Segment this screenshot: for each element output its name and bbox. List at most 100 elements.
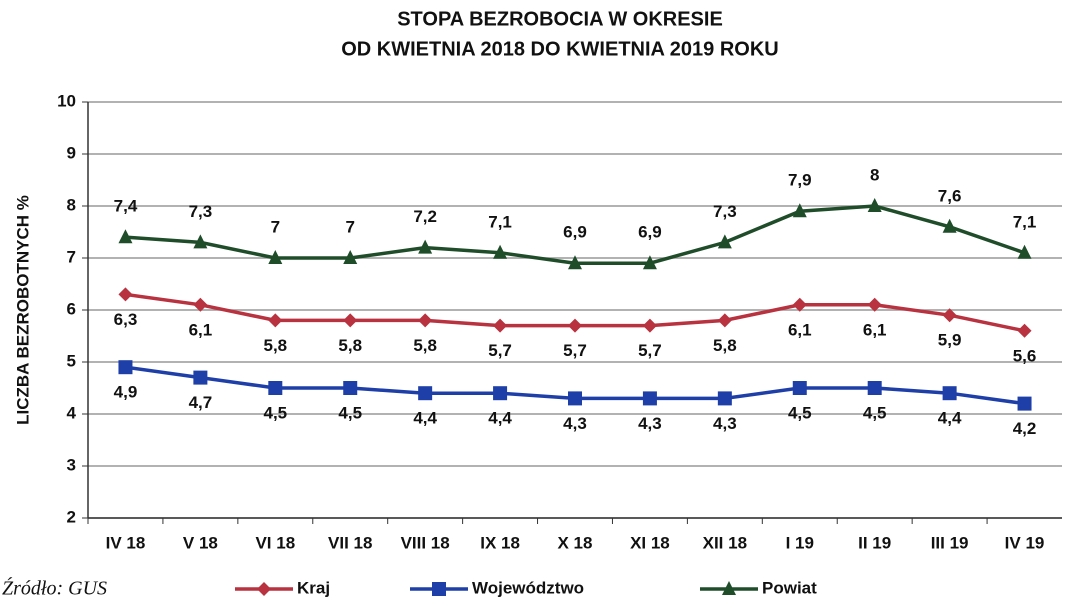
data-point [493,318,508,333]
data-label: 6,9 [563,223,587,242]
data-label: 7 [345,217,354,236]
data-label: 5,7 [638,341,662,360]
data-label: 6,9 [638,223,662,242]
data-label: 4,5 [263,403,287,422]
data-label: 4,5 [338,403,362,422]
data-label: 6,1 [863,320,887,339]
data-label: 7,1 [488,212,512,231]
data-point [942,308,957,323]
legend-marker [722,581,736,595]
data-label: 5,8 [263,336,287,355]
data-point [642,255,657,270]
x-tick-label: XI 18 [630,533,670,552]
data-point [193,297,208,312]
x-tick-label: VIII 18 [401,533,450,552]
data-point [418,386,433,401]
data-point [493,244,508,259]
x-tick-label: III 19 [931,533,969,552]
y-tick-label: 9 [67,143,76,162]
data-label: 5,9 [938,331,962,350]
x-tick-label: V 18 [183,533,218,552]
y-axis-label: LICZBA BEZROBOTNYCH % [13,195,32,425]
x-tick-label: VI 18 [255,533,295,552]
data-point [118,360,133,375]
data-point [343,381,358,395]
data-label: 7,4 [114,197,138,216]
data-label: 6,3 [114,310,138,329]
data-label: 8 [870,165,879,184]
data-label: 5,8 [338,336,362,355]
y-tick-label: 4 [67,403,77,422]
data-point [867,297,882,312]
x-tick-label: X 18 [558,533,593,552]
data-label: 4,3 [563,414,587,433]
data-point [792,203,807,218]
chart-title: OD KWIETNIA 2018 DO KWIETNIA 2019 ROKU [341,38,778,60]
data-point [568,391,582,406]
data-label: 6,1 [189,320,213,339]
data-point [942,218,957,233]
data-label: 5,6 [1013,346,1037,365]
y-tick-label: 2 [67,507,76,526]
x-tick-label: IV 19 [1005,533,1045,552]
x-tick-label: IV 18 [106,533,146,552]
data-label: 4,7 [189,393,213,412]
x-tick-label: IX 18 [480,533,520,552]
data-label: 4,2 [1013,419,1037,438]
data-label: 7,9 [788,171,812,190]
data-label: 7,1 [1013,212,1037,231]
data-label: 5,8 [713,336,737,355]
legend-marker [257,582,271,596]
legend-label: Kraj [297,578,330,597]
chart-title: STOPA BEZROBOCIA W OKRESIE [397,8,723,30]
data-point [268,250,283,264]
data-label: 5,7 [488,341,512,360]
y-tick-label: 6 [67,299,76,318]
data-label: 7,3 [189,202,213,221]
data-point [118,287,133,302]
data-point [717,234,732,249]
x-tick-label: VII 18 [328,533,372,552]
x-tick-label: I 19 [786,533,814,552]
data-point [717,391,732,406]
data-point [1017,396,1032,411]
data-point [867,198,882,212]
legend-label: Powiat [762,578,817,597]
data-point [193,370,208,385]
data-point [642,318,657,333]
data-label: 7,6 [938,186,962,205]
data-label: 4,3 [713,414,737,433]
data-label: 4,9 [114,383,138,402]
data-label: 7,3 [713,202,737,221]
data-label: 7,2 [413,207,437,226]
data-point [717,313,732,328]
legend-label: Województwo [472,578,584,597]
data-point [792,381,807,395]
data-label: 4,5 [788,403,812,422]
data-label: 7 [271,217,280,236]
data-point [418,239,433,254]
data-point [493,386,508,401]
data-point [193,234,208,249]
data-point [568,318,582,333]
data-label: 4,5 [863,403,887,422]
y-tick-label: 7 [67,247,76,266]
data-label: 5,7 [563,341,587,360]
data-label: 4,4 [938,409,962,428]
data-point [642,391,657,406]
data-label: 4,3 [638,414,662,433]
data-point [867,381,882,395]
x-tick-label: II 19 [858,533,891,552]
data-label: 6,1 [788,320,812,339]
data-point [268,381,283,395]
data-point [343,313,358,328]
data-point [268,313,283,328]
data-point [118,229,133,244]
x-tick-label: XII 18 [703,533,747,552]
y-tick-label: 8 [67,195,76,214]
data-point [1017,244,1032,259]
y-tick-label: 10 [57,91,76,110]
y-tick-label: 3 [67,455,76,474]
data-label: 5,8 [413,336,437,355]
